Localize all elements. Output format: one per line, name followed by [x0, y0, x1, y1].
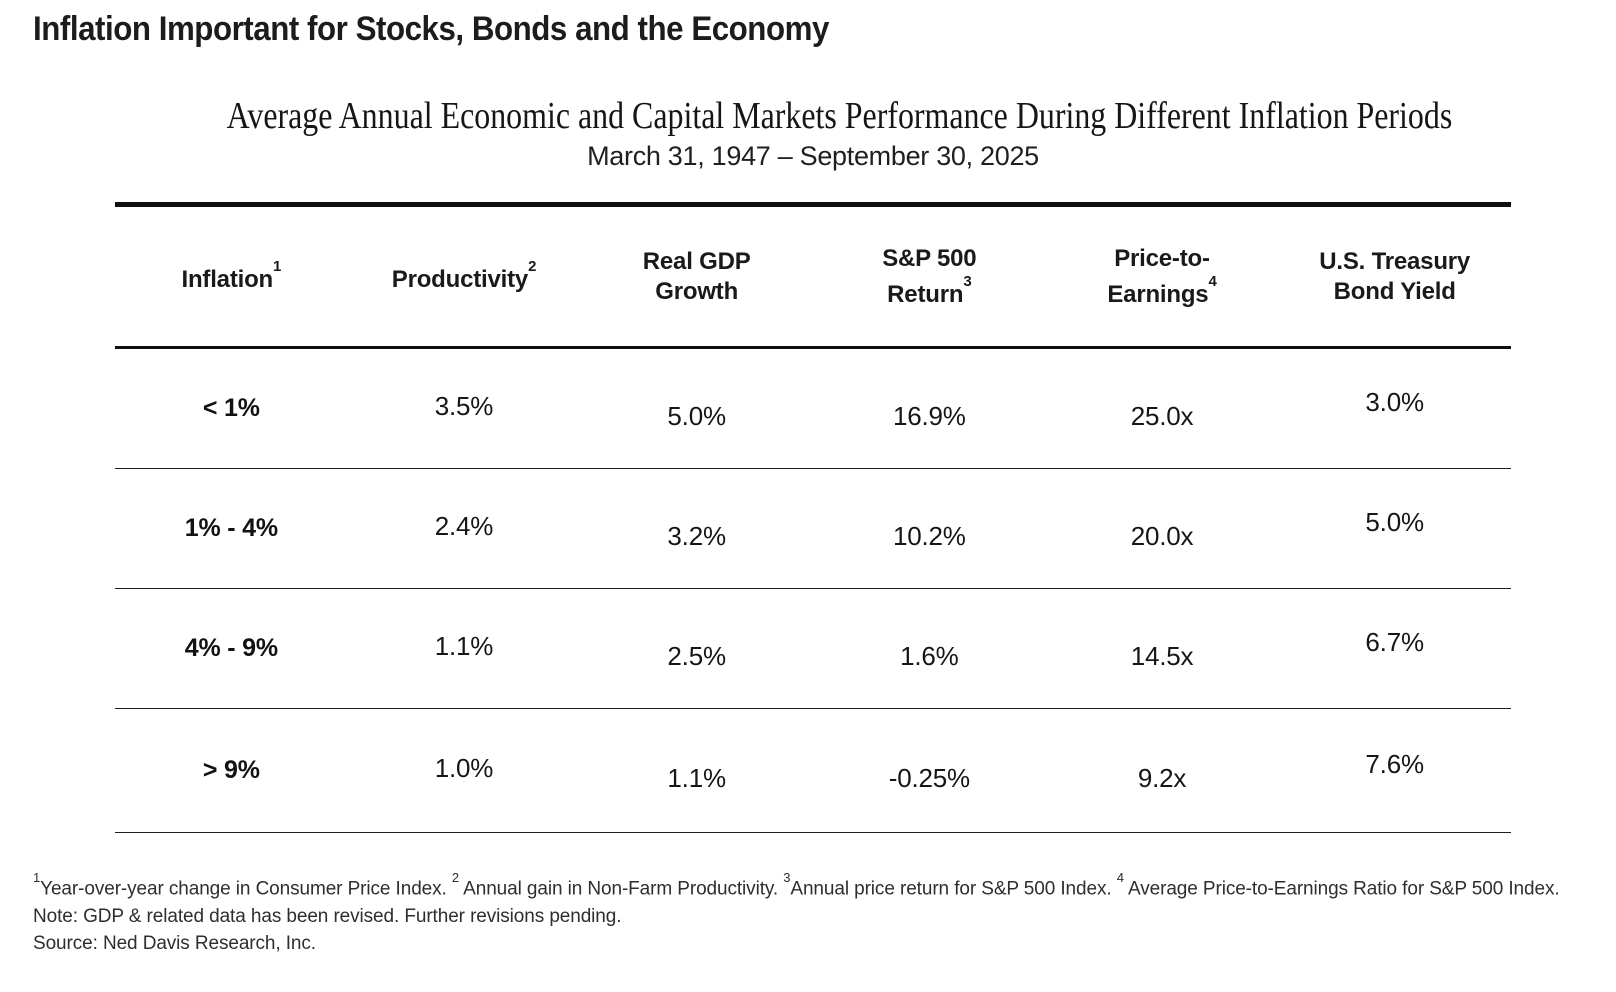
header-label: Inflation: [181, 265, 274, 293]
header-label: S&P 500: [882, 244, 977, 272]
header-line: S&P 500: [813, 244, 1046, 274]
cell-treasury-bond-yield: 3.0%: [1365, 387, 1424, 417]
cell-sp500-return: 10.2%: [892, 521, 966, 551]
footnote-superscript: 2: [451, 870, 460, 885]
cell-sp500-return: 16.9%: [892, 401, 966, 431]
table-title: Average Annual Economic and Capital Mark…: [226, 95, 1453, 137]
column-header-treasury-bond-yield: U.S. Treasury Bond Yield: [1278, 247, 1511, 307]
cell-inflation-range: > 9%: [202, 756, 260, 784]
cell-sp500-return: -0.25%: [888, 763, 970, 793]
cell-treasury-bond-yield: 5.0%: [1365, 507, 1424, 537]
cell-real-gdp-growth: 3.2%: [667, 521, 726, 551]
header-superscript: 2: [528, 257, 537, 275]
header-label: U.S. Treasury: [1319, 247, 1471, 275]
table-row: 4% - 9% 1.1% 2.5% 1.6% 14.5x 6.7%: [115, 589, 1511, 709]
header-label: Productivity: [391, 265, 529, 293]
header-superscript: 1: [273, 257, 282, 275]
header-label: Bond Yield: [1333, 277, 1456, 305]
cell-sp500-return: 1.6%: [900, 641, 959, 671]
cell-treasury-bond-yield: 7.6%: [1365, 749, 1424, 779]
header-superscript: 4: [1208, 272, 1217, 290]
header-label: Growth: [655, 277, 739, 305]
cell-treasury-bond-yield: 6.7%: [1365, 627, 1424, 657]
footnote-source: Source: Ned Davis Research, Inc.: [33, 933, 316, 955]
header-label: Earnings: [1107, 280, 1209, 308]
footnote-definitions: 1Year-over-year change in Consumer Price…: [33, 869, 1616, 903]
cell-productivity: 1.0%: [434, 753, 494, 783]
cell-price-to-earnings: 9.2x: [1137, 763, 1187, 793]
footnote-superscript: 3: [783, 870, 791, 885]
footnote-text: Annual gain in Non-Farm Productivity.: [459, 878, 784, 900]
page-title: Inflation Important for Stocks, Bonds an…: [33, 10, 829, 48]
footnote-text: Annual price return for S&P 500 Index.: [790, 878, 1117, 900]
performance-table: Inflation1 Productivity2 Real GDP Growth…: [115, 202, 1511, 833]
cell-inflation-range: 4% - 9%: [184, 634, 278, 662]
cell-real-gdp-growth: 1.1%: [667, 763, 726, 793]
header-line: Real GDP: [580, 247, 813, 277]
cell-productivity: 3.5%: [434, 391, 494, 421]
header-line: Earnings4: [1046, 272, 1279, 310]
table-date-range: March 31, 1947 – September 30, 2025: [587, 141, 1039, 171]
cell-real-gdp-growth: 5.0%: [667, 401, 726, 431]
cell-productivity: 1.1%: [434, 631, 494, 661]
table-section: Average Annual Economic and Capital Mark…: [115, 94, 1511, 833]
header-label: Return: [887, 280, 964, 308]
footnote-text: Average Price-to-Earnings Ratio for S&P …: [1123, 878, 1560, 900]
column-header-inflation: Inflation1: [115, 257, 348, 295]
cell-real-gdp-growth: 2.5%: [667, 641, 726, 671]
column-header-price-to-earnings: Price-to- Earnings4: [1046, 244, 1279, 310]
table-row: 1% - 4% 2.4% 3.2% 10.2% 20.0x 5.0%: [115, 469, 1511, 589]
footnote-superscript: 1: [33, 870, 41, 885]
header-label: Price-to-: [1114, 244, 1210, 272]
header-line: U.S. Treasury: [1278, 247, 1511, 277]
footnote-note: Note: GDP & related data has been revise…: [33, 905, 622, 927]
column-header-productivity: Productivity2: [348, 257, 581, 295]
header-line: Return3: [813, 272, 1046, 310]
cell-inflation-range: < 1%: [202, 394, 260, 422]
table-row: < 1% 3.5% 5.0% 16.9% 25.0x 3.0%: [115, 349, 1511, 469]
column-header-real-gdp-growth: Real GDP Growth: [580, 247, 813, 307]
cell-price-to-earnings: 20.0x: [1130, 521, 1194, 551]
header-line: Productivity2: [348, 257, 581, 295]
header-label: Real GDP: [642, 247, 751, 275]
footnotes: 1Year-over-year change in Consumer Price…: [33, 869, 1616, 958]
cell-inflation-range: 1% - 4%: [184, 514, 278, 542]
footnote-superscript: 4: [1116, 870, 1124, 885]
page: Inflation Important for Stocks, Bonds an…: [0, 10, 1616, 992]
column-header-sp500-return: S&P 500 Return3: [813, 244, 1046, 310]
cell-productivity: 2.4%: [434, 511, 494, 541]
header-superscript: 3: [963, 272, 972, 290]
footnote-text: Year-over-year change in Consumer Price …: [40, 878, 452, 900]
header-line: Price-to-: [1046, 244, 1279, 274]
header-line: Bond Yield: [1278, 277, 1511, 307]
cell-price-to-earnings: 25.0x: [1130, 401, 1194, 431]
header-line: Growth: [580, 277, 813, 307]
cell-price-to-earnings: 14.5x: [1130, 641, 1194, 671]
header-line: Inflation1: [115, 257, 348, 295]
table-header-row: Inflation1 Productivity2 Real GDP Growth…: [115, 207, 1511, 349]
table-row: > 9% 1.0% 1.1% -0.25% 9.2x 7.6%: [115, 709, 1511, 833]
